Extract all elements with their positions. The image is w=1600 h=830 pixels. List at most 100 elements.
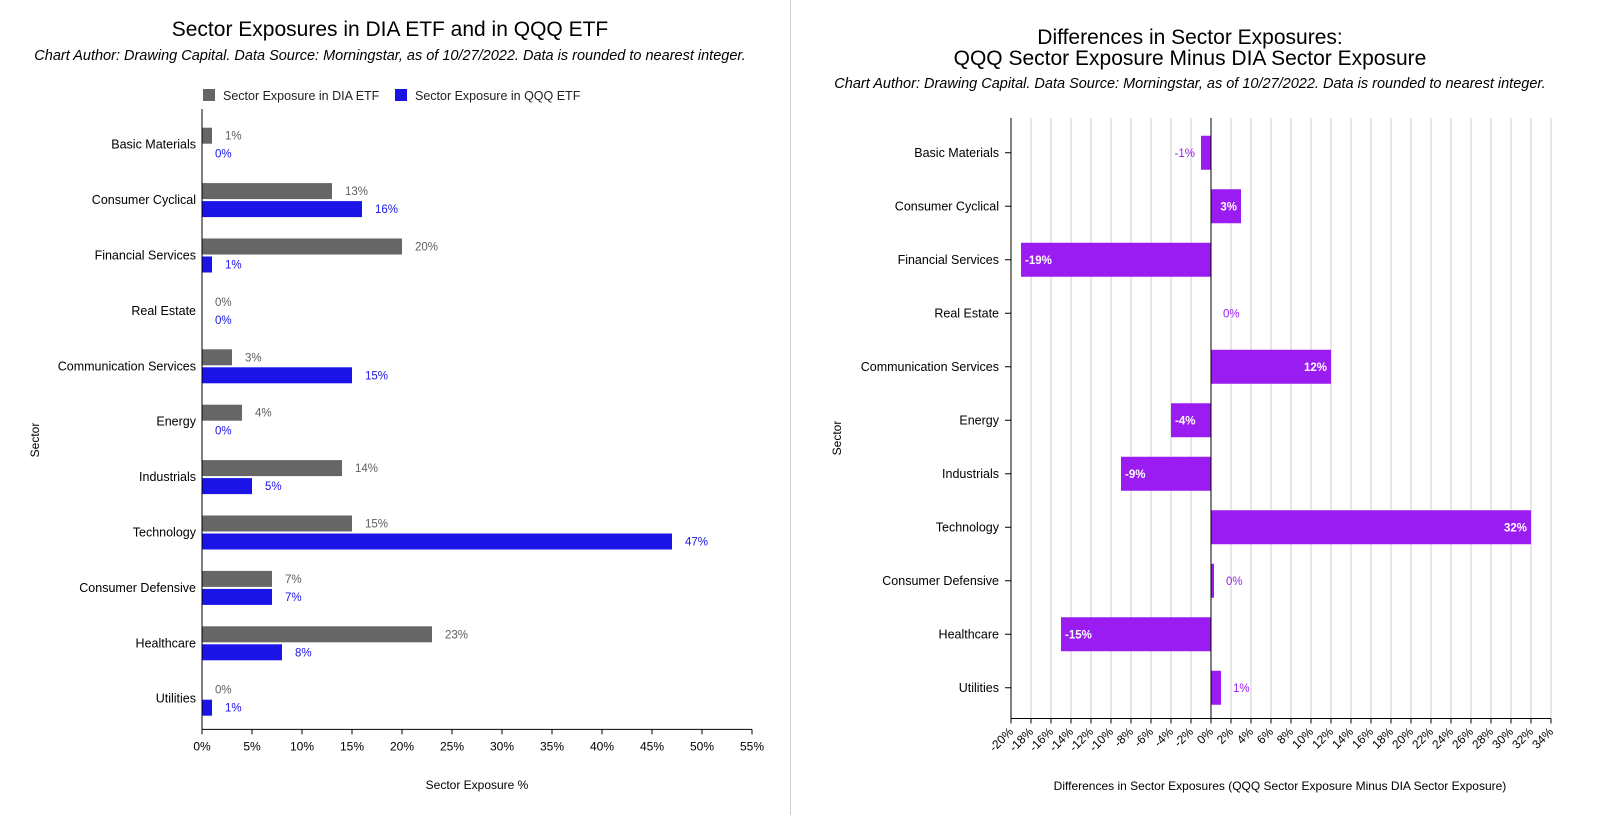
left-category-utilities: Utilities <box>156 692 196 706</box>
right-data-label-consumer-cyclical: 3% <box>1220 201 1237 213</box>
left-x-axis-title: Sector Exposure % <box>426 778 529 792</box>
left-bar-qqq-healthcare <box>202 644 282 661</box>
left-category-basic-materials: Basic Materials <box>111 138 196 152</box>
left-x-tick-label: 10% <box>290 739 314 753</box>
right-x-tick-label: 4% <box>1234 724 1256 746</box>
right-bar-communication-services <box>1211 349 1331 384</box>
left-bar-qqq-communication-services <box>202 367 352 384</box>
right-data-label-communication-services: 12% <box>1304 362 1327 374</box>
right-category-financial-services: Financial Services <box>898 253 999 267</box>
right-data-label-consumer-defensive: 0% <box>1226 576 1243 588</box>
left-legend: Sector Exposure in DIA ETF Sector Exposu… <box>203 89 581 103</box>
right-chart-title-line1: Differences in Sector Exposures: <box>1037 26 1342 49</box>
right-category-real-estate: Real Estate <box>934 306 999 320</box>
sector-difference-chart: Differences in Sector Exposures: QQQ Sec… <box>792 0 1600 830</box>
left-data-label-qqq-utilities: 1% <box>225 703 242 715</box>
right-plot-area: Basic Materials -1% Consumer Cyclical 3% Fin… <box>861 118 1556 754</box>
left-data-label-dia-industrials: 14% <box>355 463 378 475</box>
left-bar-dia-communication-services <box>202 349 232 366</box>
right-category-consumer-cyclical: Consumer Cyclical <box>895 199 999 213</box>
left-data-label-qqq-financial-services: 1% <box>225 260 242 272</box>
left-category-energy: Energy <box>156 415 196 429</box>
right-category-technology: Technology <box>936 520 1000 534</box>
right-chart-subtitle: Chart Author: Drawing Capital. Data Sour… <box>834 76 1545 92</box>
right-x-tick-label: 2% <box>1214 724 1236 746</box>
right-bar-utilities <box>1211 670 1221 705</box>
dia-qqq-exposure-svg: Sector Exposures in DIA ETF and in QQQ E… <box>28 18 764 792</box>
left-data-label-dia-energy: 4% <box>255 408 272 420</box>
right-data-label-industrials: -9% <box>1125 469 1145 481</box>
left-bar-dia-financial-services <box>202 238 402 255</box>
right-y-axis-title: Sector <box>830 421 844 456</box>
right-data-label-financial-services: -19% <box>1025 255 1052 267</box>
right-x-tick-label: 0% <box>1194 724 1216 746</box>
left-x-tick-label: 35% <box>540 739 564 753</box>
left-data-label-qqq-energy: 0% <box>215 426 232 438</box>
left-x-tick-label: 30% <box>490 739 514 753</box>
left-data-label-dia-consumer-defensive: 7% <box>285 574 302 586</box>
left-chart-subtitle: Chart Author: Drawing Capital. Data Sour… <box>34 48 745 64</box>
left-bar-dia-technology <box>202 515 352 532</box>
left-data-label-qqq-healthcare: 8% <box>295 647 312 659</box>
right-bar-healthcare <box>1061 617 1211 652</box>
left-data-label-dia-communication-services: 3% <box>245 352 262 364</box>
right-bar-industrials <box>1121 456 1211 491</box>
left-bar-dia-healthcare <box>202 626 432 643</box>
sector-difference-svg: Differences in Sector Exposures: QQQ Sec… <box>830 26 1556 793</box>
left-x-tick-label: 5% <box>243 739 261 753</box>
right-data-label-energy: -4% <box>1175 415 1195 427</box>
right-data-label-basic-materials: -1% <box>1175 148 1195 160</box>
left-category-real-estate: Real Estate <box>131 304 196 318</box>
left-data-label-qqq-consumer-defensive: 7% <box>285 592 302 604</box>
left-data-label-dia-technology: 15% <box>365 519 388 531</box>
dia-qqq-exposure-chart: Sector Exposures in DIA ETF and in QQQ E… <box>0 0 790 830</box>
left-y-axis-title: Sector <box>28 423 42 458</box>
left-data-label-dia-basic-materials: 1% <box>225 131 242 143</box>
left-x-tick-label: 15% <box>340 739 364 753</box>
left-x-tick-label: 50% <box>690 739 714 753</box>
left-category-technology: Technology <box>133 526 197 540</box>
left-bar-qqq-financial-services <box>202 256 212 273</box>
left-bar-dia-energy <box>202 404 242 421</box>
left-x-tick-label: 40% <box>590 739 614 753</box>
right-category-basic-materials: Basic Materials <box>914 146 999 160</box>
left-data-label-qqq-basic-materials: 0% <box>215 149 232 161</box>
right-chart-title-line2: QQQ Sector Exposure Minus DIA Sector Exp… <box>954 47 1427 70</box>
right-data-label-healthcare: -15% <box>1065 629 1092 641</box>
left-data-label-dia-real-estate: 0% <box>215 297 232 309</box>
left-x-tick-label: 25% <box>440 739 464 753</box>
legend-swatch-qqq <box>395 89 407 101</box>
left-x-tick-label: 20% <box>390 739 414 753</box>
left-category-consumer-cyclical: Consumer Cyclical <box>92 193 196 207</box>
right-bar-technology <box>1211 510 1531 545</box>
left-data-label-dia-financial-services: 20% <box>415 242 438 254</box>
panel-divider <box>790 0 791 815</box>
right-x-tick-label: 34% <box>1529 724 1556 751</box>
left-data-label-dia-consumer-cyclical: 13% <box>345 186 368 198</box>
left-plot-area: Basic Materials 1% 0% Consumer Cyclical 13% 1… <box>58 109 764 753</box>
right-category-energy: Energy <box>959 413 999 427</box>
left-data-label-dia-utilities: 0% <box>215 685 232 697</box>
legend-swatch-dia <box>203 89 215 101</box>
left-x-tick-label: 55% <box>740 739 764 753</box>
left-bar-dia-basic-materials <box>202 127 212 144</box>
right-data-label-real-estate: 0% <box>1223 308 1240 320</box>
left-data-label-dia-healthcare: 23% <box>445 629 468 641</box>
right-bar-consumer-defensive <box>1211 563 1214 598</box>
right-x-tick-label: 6% <box>1254 724 1276 746</box>
left-bar-qqq-utilities <box>202 699 212 716</box>
left-category-industrials: Industrials <box>139 470 196 484</box>
right-category-healthcare: Healthcare <box>939 627 999 641</box>
right-category-communication-services: Communication Services <box>861 360 999 374</box>
left-bar-dia-consumer-cyclical <box>202 183 332 200</box>
right-bar-financial-services <box>1021 242 1211 277</box>
left-x-tick-label: 0% <box>193 739 211 753</box>
left-data-label-qqq-communication-services: 15% <box>365 370 388 382</box>
left-x-tick-label: 45% <box>640 739 664 753</box>
right-category-consumer-defensive: Consumer Defensive <box>882 574 999 588</box>
legend-label-dia: Sector Exposure in DIA ETF <box>223 89 380 103</box>
left-category-communication-services: Communication Services <box>58 359 196 373</box>
left-bar-qqq-industrials <box>202 478 252 495</box>
left-bar-dia-consumer-defensive <box>202 570 272 587</box>
right-bar-consumer-cyclical <box>1211 189 1241 224</box>
